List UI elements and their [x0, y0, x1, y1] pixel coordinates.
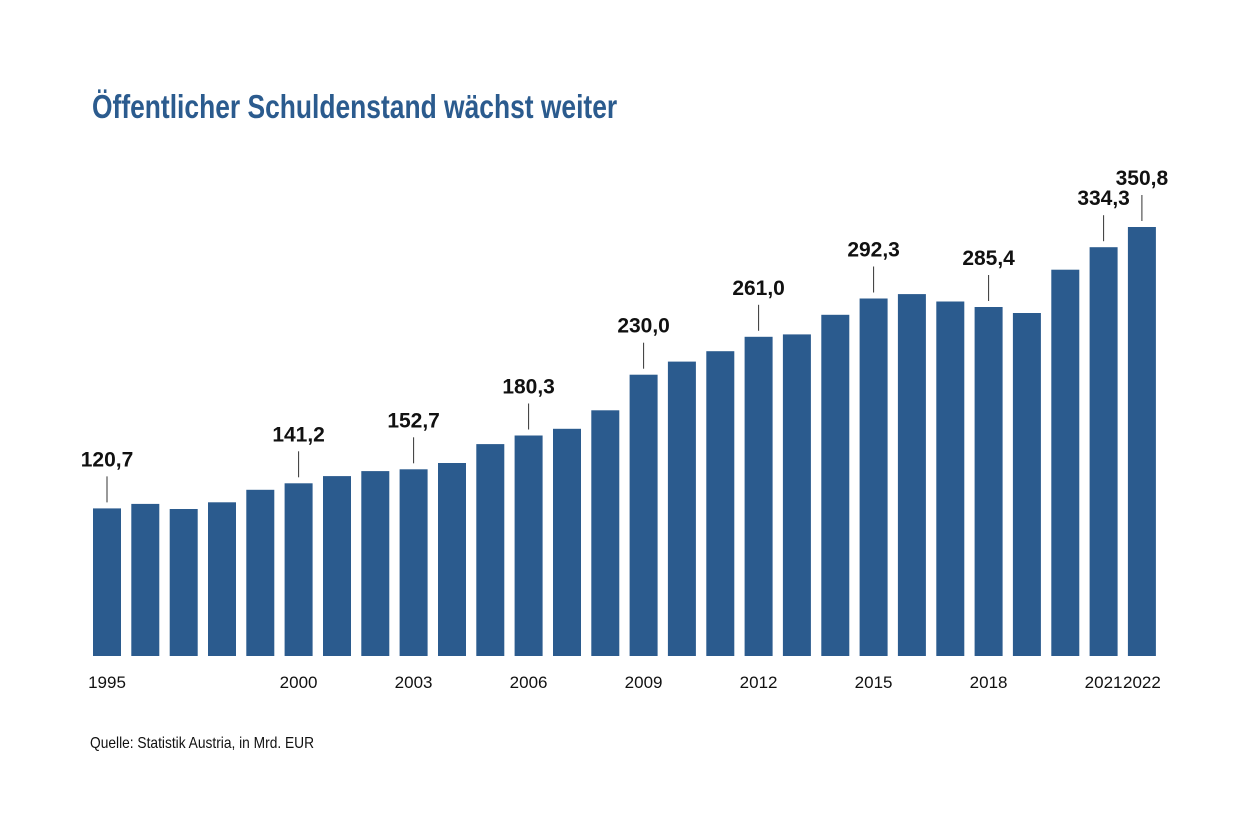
x-tick-2022: 2022: [1123, 673, 1161, 692]
bar-2004: [438, 463, 466, 656]
bar-1997: [169, 509, 198, 656]
x-tick-2003: 2003: [395, 673, 433, 692]
data-label-2015: 292,3: [847, 239, 900, 262]
bar-2000: [284, 483, 313, 656]
x-tick-2012: 2012: [740, 673, 778, 692]
bar-2020: [1051, 269, 1080, 656]
data-label-2022: 350,8: [1116, 167, 1169, 190]
bar-2018: [974, 307, 1003, 656]
data-label-2012: 261,0: [732, 277, 785, 300]
bar-2006: [514, 435, 543, 656]
x-tick-2000: 2000: [280, 673, 318, 692]
data-label-2000: 141,2: [272, 423, 325, 446]
bar-2017: [936, 301, 965, 656]
bar-2005: [476, 444, 505, 656]
x-tick-2006: 2006: [510, 673, 548, 692]
bar-2016: [897, 294, 926, 656]
bar-2021: [1089, 247, 1118, 656]
bar-2013: [782, 334, 811, 656]
bar-2001: [323, 476, 351, 656]
bar-2003: [399, 469, 428, 656]
x-tick-2009: 2009: [625, 673, 663, 692]
bar-2022: [1127, 227, 1156, 656]
data-label-2018: 285,4: [962, 247, 1015, 270]
chart-title: Öffentlicher Schuldenstand wächst weiter: [92, 88, 618, 125]
bar-2008: [591, 410, 620, 656]
x-tick-2021: 2021: [1085, 673, 1123, 692]
data-label-1995: 120,7: [81, 448, 134, 471]
x-tick-1995: 1995: [88, 673, 126, 692]
data-label-2006: 180,3: [502, 376, 555, 399]
bar-2002: [361, 471, 390, 656]
bar-1995: [93, 508, 121, 656]
bar-1998: [208, 502, 236, 656]
bar-2014: [821, 314, 850, 656]
data-label-2009: 230,0: [617, 315, 670, 338]
bar-2015: [859, 298, 888, 656]
bar-1996: [131, 503, 160, 656]
source-note: Quelle: Statistik Austria, in Mrd. EUR: [90, 735, 315, 752]
bar-2010: [667, 361, 696, 656]
data-label-2003: 152,7: [387, 409, 440, 432]
bar-2009: [629, 374, 658, 656]
x-tick-2018: 2018: [970, 673, 1008, 692]
bar-2012: [744, 336, 773, 656]
bar-2007: [553, 428, 581, 656]
bar-2011: [706, 351, 735, 656]
bar-2019: [1012, 313, 1041, 656]
bar-1999: [246, 489, 275, 656]
data-label-2021: 334,3: [1077, 187, 1130, 210]
x-tick-2015: 2015: [855, 673, 893, 692]
